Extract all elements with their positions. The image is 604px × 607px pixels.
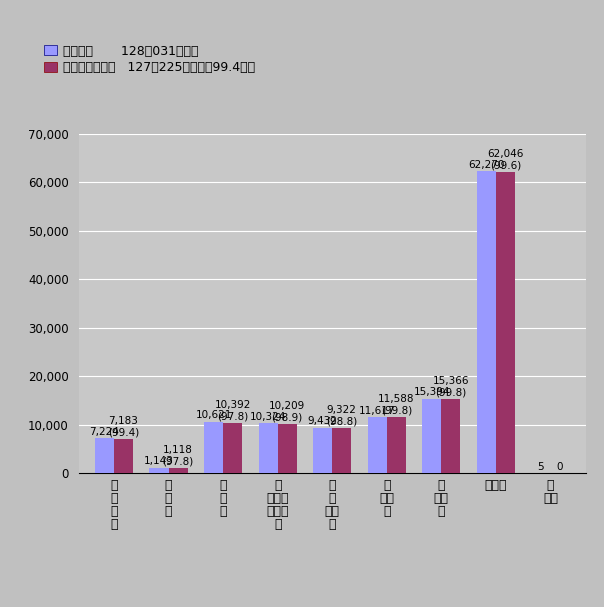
Bar [387, 417, 406, 473]
Bar [204, 422, 223, 473]
Text: 10,209
(98.9): 10,209 (98.9) [269, 401, 305, 422]
Text: 10,324: 10,324 [250, 412, 286, 422]
Bar [368, 417, 387, 473]
Text: 11,617: 11,617 [359, 405, 396, 416]
Text: 7,224: 7,224 [89, 427, 120, 437]
Text: 10,392
(97.8): 10,392 (97.8) [214, 400, 251, 421]
Bar [477, 171, 496, 473]
Bar [313, 428, 332, 473]
Bar [332, 428, 352, 473]
Text: 10,621: 10,621 [195, 410, 232, 421]
Bar [169, 468, 188, 473]
Bar [442, 399, 460, 473]
Bar [496, 172, 515, 473]
Bar [149, 468, 169, 473]
Text: 9,432: 9,432 [307, 416, 338, 426]
Text: 5: 5 [538, 462, 544, 472]
Text: 15,394: 15,394 [414, 387, 450, 397]
Bar [114, 439, 133, 473]
Bar [259, 423, 278, 473]
Text: 1,118
(97.8): 1,118 (97.8) [162, 445, 194, 467]
Bar [422, 399, 442, 473]
Bar [278, 424, 297, 473]
Text: 7,183
(99.4): 7,183 (99.4) [108, 416, 139, 437]
Legend: 総貨物量       128，031千トン, トラック輸送量   127，225千トン（99.4％）: 総貨物量 128，031千トン, トラック輸送量 127，225千トン（99.4… [44, 44, 255, 75]
Bar [95, 438, 114, 473]
Text: 0: 0 [557, 462, 563, 472]
Text: 15,366
(99.8): 15,366 (99.8) [432, 376, 469, 398]
Bar [223, 423, 242, 473]
Text: 62,046
(99.6): 62,046 (99.6) [487, 149, 524, 171]
Text: 1,143: 1,143 [144, 456, 174, 466]
Text: 9,322
(98.8): 9,322 (98.8) [326, 405, 358, 427]
Text: 62,270: 62,270 [468, 160, 504, 169]
Text: 11,588
(99.8): 11,588 (99.8) [378, 394, 414, 416]
